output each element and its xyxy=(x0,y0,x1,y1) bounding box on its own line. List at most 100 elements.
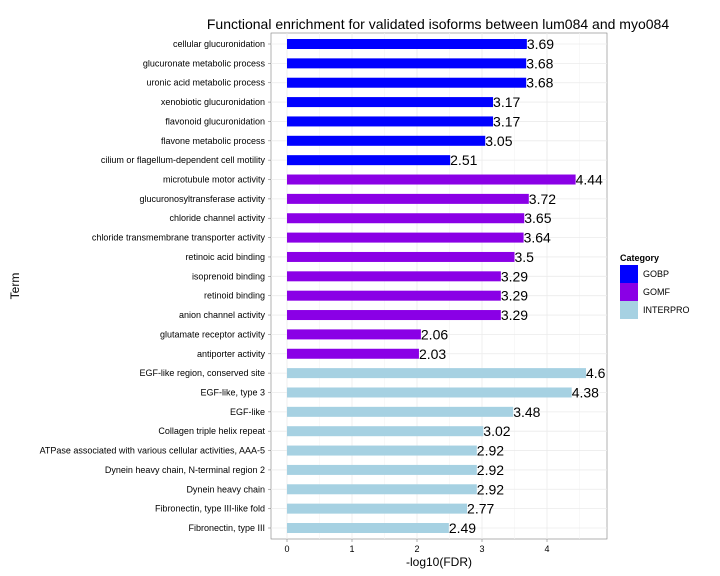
bar xyxy=(287,174,576,185)
bar xyxy=(287,232,524,243)
bar xyxy=(287,77,527,88)
y-tick-label: Fibronectin, type III-like fold xyxy=(155,504,265,514)
bar-value-label: 3.48 xyxy=(513,404,540,420)
x-tick-label: 1 xyxy=(349,544,354,554)
bar xyxy=(287,503,468,514)
bar xyxy=(287,271,501,282)
bar xyxy=(287,464,477,475)
bar-value-label: 3.17 xyxy=(493,94,520,110)
bar-value-label: 2.51 xyxy=(450,152,477,168)
bar xyxy=(287,135,486,146)
bar-value-label: 4.44 xyxy=(576,172,603,188)
bar-value-label: 4.38 xyxy=(572,384,599,400)
legend-label: GOBP xyxy=(643,269,669,279)
y-tick-label: Collagen triple helix repeat xyxy=(158,426,265,436)
bar xyxy=(287,445,477,456)
bar-value-label: 2.92 xyxy=(477,481,504,497)
y-tick-label: EGF-like region, conserved site xyxy=(139,368,265,378)
y-tick-label: ATPase associated with various cellular … xyxy=(40,446,265,456)
bar-value-label: 2.49 xyxy=(449,520,476,536)
bar-value-label: 2.92 xyxy=(477,443,504,459)
y-tick-label: glutamate receptor activity xyxy=(160,329,266,339)
bar-value-label: 3.68 xyxy=(526,75,553,91)
bar xyxy=(287,58,527,69)
bar xyxy=(287,523,449,533)
legend-items: GOBP GOMF INTERPRO xyxy=(620,265,690,319)
y-tick-label: uronic acid metabolic process xyxy=(146,78,265,88)
legend-swatch xyxy=(620,301,638,319)
bar-value-label: 2.92 xyxy=(477,462,504,478)
y-tick-label: Fibronectin, type III xyxy=(188,523,265,533)
bar-value-label: 3.64 xyxy=(524,230,551,246)
y-tick-label: Dynein heavy chain, N-terminal region 2 xyxy=(105,465,265,475)
bar xyxy=(287,484,477,495)
bar xyxy=(287,387,572,398)
legend-title: Category xyxy=(620,253,659,263)
bars-group: 3.69 3.68 3.68 3.17 3.17 3.05 2.51 4.44 3.72 3.65… xyxy=(287,36,606,536)
bar xyxy=(287,116,494,127)
y-tick-label: EGF-like, type 3 xyxy=(200,387,265,397)
bar xyxy=(287,348,419,359)
bar-value-label: 2.06 xyxy=(421,326,448,342)
bar xyxy=(287,426,484,437)
bar-value-label: 3.29 xyxy=(501,268,528,284)
y-tick-label: microtubule motor activity xyxy=(163,175,266,185)
y-tick-label: glucuronosyltransferase activity xyxy=(139,194,265,204)
x-tick-labels: 0 1 2 3 4 xyxy=(284,539,550,554)
bar-value-label: 3.17 xyxy=(493,113,520,129)
legend: Category GOBP GOMF INTERPRO xyxy=(620,253,690,319)
x-tick-label: 0 xyxy=(284,544,289,554)
y-tick-label: EGF-like xyxy=(230,407,265,417)
bar xyxy=(287,329,421,340)
y-tick-label: retinoic acid binding xyxy=(185,252,265,262)
x-tick-label: 3 xyxy=(479,544,484,554)
bar xyxy=(287,213,525,224)
bar-value-label: 3.5 xyxy=(515,249,535,265)
x-axis-label: -log10(FDR) xyxy=(406,555,472,569)
y-tick-label: cilium or flagellum-dependent cell motil… xyxy=(101,155,266,165)
y-axis-label: Term xyxy=(8,273,22,300)
y-tick-label: glucuronate metabolic process xyxy=(143,58,266,68)
bar xyxy=(287,155,451,166)
bar-value-label: 2.03 xyxy=(419,346,446,362)
legend-label: GOMF xyxy=(643,287,670,297)
bar-value-label: 3.69 xyxy=(527,36,554,52)
bar xyxy=(287,39,527,49)
y-tick-label: isoprenoid binding xyxy=(192,271,265,281)
bar xyxy=(287,368,586,379)
chart-title: Functional enrichment for validated isof… xyxy=(207,16,669,32)
legend-swatch xyxy=(620,265,638,283)
y-tick-label: retinoid binding xyxy=(204,291,265,301)
bar xyxy=(287,97,494,108)
y-tick-labels: cellular glucuronidation glucuronate meta… xyxy=(40,39,271,533)
bar xyxy=(287,406,514,417)
y-tick-label: chloride channel activity xyxy=(169,213,265,223)
bar xyxy=(287,290,501,301)
y-tick-label: flavonoid glucuronidation xyxy=(165,116,265,126)
x-tick-label: 2 xyxy=(414,544,419,554)
bar-value-label: 3.05 xyxy=(485,133,512,149)
y-tick-label: xenobiotic glucuronidation xyxy=(161,97,265,107)
legend-swatch xyxy=(620,283,638,301)
y-tick-label: cellular glucuronidation xyxy=(173,39,265,49)
legend-label: INTERPRO xyxy=(643,305,690,315)
y-tick-label: antiporter activity xyxy=(197,349,266,359)
bar xyxy=(287,251,515,262)
bar-value-label: 3.72 xyxy=(529,191,556,207)
y-tick-label: flavone metabolic process xyxy=(161,136,266,146)
plot-panel xyxy=(270,32,608,540)
bar xyxy=(287,193,529,204)
bar-value-label: 3.68 xyxy=(526,55,553,71)
bar-value-label: 3.29 xyxy=(501,288,528,304)
bar xyxy=(287,310,501,321)
bar-value-label: 4.6 xyxy=(586,365,606,381)
y-tick-label: chloride transmembrane transporter activ… xyxy=(92,233,266,243)
y-tick-label: Dynein heavy chain xyxy=(186,484,265,494)
bar-value-label: 3.65 xyxy=(524,210,551,226)
bar-value-label: 3.29 xyxy=(501,307,528,323)
bar-value-label: 3.02 xyxy=(483,423,510,439)
bar-value-label: 2.77 xyxy=(467,501,494,517)
y-tick-label: anion channel activity xyxy=(179,310,266,320)
x-tick-label: 4 xyxy=(544,544,549,554)
